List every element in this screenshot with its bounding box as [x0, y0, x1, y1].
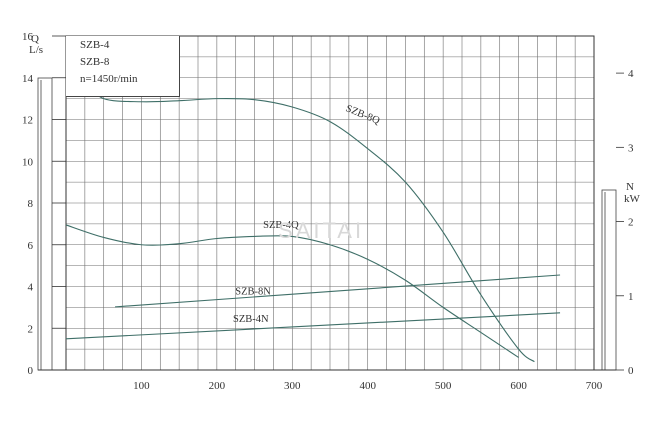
watermark: SAITAI — [278, 218, 365, 243]
series-label-szb-8n: SZB-8N — [235, 287, 271, 298]
right-axis-tick-label: 1 — [628, 291, 634, 303]
x-axis-tick-label: 500 — [435, 380, 452, 392]
series-line-szb-8n — [114, 274, 561, 308]
left-axis-label-unit: L/s — [29, 44, 43, 56]
series-line-szb-4q — [65, 224, 519, 358]
x-axis-tick-label: 100 — [133, 380, 150, 392]
right-axis-tick-label: 3 — [628, 142, 634, 154]
legend-line-model-a: SZB-4 — [80, 39, 110, 51]
left-axis-tick-label: 16 — [22, 31, 34, 43]
x-axis-tick-label: 700 — [586, 380, 603, 392]
legend-box: SZB-4 SZB-8 n=1450r/min — [66, 36, 180, 97]
left-axis-tick-label: 4 — [28, 282, 34, 294]
right-axis-label-n: N — [626, 181, 634, 193]
series-label-szb-4n: SZB-4N — [233, 314, 269, 325]
legend-line-speed: n=1450r/min — [80, 73, 138, 85]
x-axis-tick-label: 400 — [359, 380, 376, 392]
x-axis-tick-label: 600 — [510, 380, 527, 392]
left-axis-tick-label: 14 — [22, 73, 34, 85]
x-axis-tick-label: 200 — [209, 380, 226, 392]
series-line-szb-8q — [85, 81, 535, 363]
series-label-szb-8q: SZB-8Q — [344, 103, 382, 127]
right-axis-tick-label: 4 — [628, 68, 634, 80]
left-axis-label-q: Q — [31, 33, 39, 45]
left-axis-tick-label: 12 — [22, 115, 33, 127]
left-axis-tick-label: 8 — [28, 198, 34, 210]
right-axis-bar — [601, 189, 617, 371]
left-axis-tick-label: 0 — [28, 365, 34, 377]
left-axis-tick-label: 2 — [28, 323, 34, 335]
legend-line-model-b: SZB-8 — [80, 56, 110, 68]
x-axis-tick-label: 300 — [284, 380, 301, 392]
left-axis-tick-label: 6 — [28, 240, 34, 252]
left-axis-bar — [37, 77, 53, 371]
series-line-szb-4n — [65, 312, 561, 340]
right-axis-tick-label: 0 — [628, 365, 634, 377]
right-axis-label-unit: kW — [624, 193, 641, 205]
left-axis-tick-label: 10 — [22, 156, 34, 168]
series-label-szb-4q: SZB-4Q — [263, 220, 299, 231]
right-axis-tick-label: 2 — [628, 217, 634, 229]
